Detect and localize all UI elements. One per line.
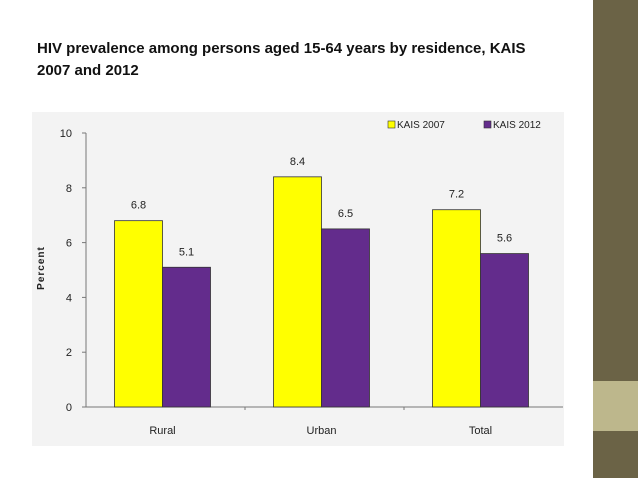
x-tick-label: Total xyxy=(469,425,492,437)
y-tick-label: 8 xyxy=(66,183,72,195)
bar-2007-urban xyxy=(273,176,322,408)
slide-title: HIV prevalence among persons aged 15-64 … xyxy=(37,40,526,79)
x-ticks: Rural Urban Total xyxy=(149,407,492,437)
bars xyxy=(114,176,529,408)
legend-swatch xyxy=(387,120,396,129)
y-tick-label: 10 xyxy=(60,128,72,140)
data-label: 5.1 xyxy=(179,246,194,258)
bar-2007-rural xyxy=(114,220,163,408)
y-tick-label: 0 xyxy=(66,402,72,414)
y-axis-label: Percent xyxy=(36,246,47,290)
x-tick-label: Rural xyxy=(149,425,175,437)
bar-2012-urban xyxy=(321,228,370,408)
slide-sidebar-accent xyxy=(593,381,638,431)
y-tick-label: 4 xyxy=(66,292,72,304)
x-tick-label: Urban xyxy=(307,425,337,437)
data-label: 8.4 xyxy=(290,156,305,168)
data-label: 6.5 xyxy=(338,208,353,220)
data-label: 6.8 xyxy=(131,200,146,212)
y-tick-label: 6 xyxy=(66,238,72,250)
bar-2012-rural xyxy=(162,266,211,408)
legend-label: KAIS 2012 xyxy=(493,120,541,131)
y-tick-label: 2 xyxy=(66,347,72,359)
legend: KAIS 2007 KAIS 2012 xyxy=(387,120,541,131)
bar-2007-total xyxy=(432,209,481,408)
y-ticks: 0 2 4 6 8 10 xyxy=(60,128,86,414)
data-label: 5.6 xyxy=(497,233,512,245)
legend-swatch xyxy=(483,120,492,129)
data-labels: 6.8 5.1 8.4 6.5 7.2 5.6 xyxy=(131,156,512,258)
bar-2012-total xyxy=(480,253,529,408)
data-label: 7.2 xyxy=(449,189,464,201)
legend-label: KAIS 2007 xyxy=(397,120,445,131)
